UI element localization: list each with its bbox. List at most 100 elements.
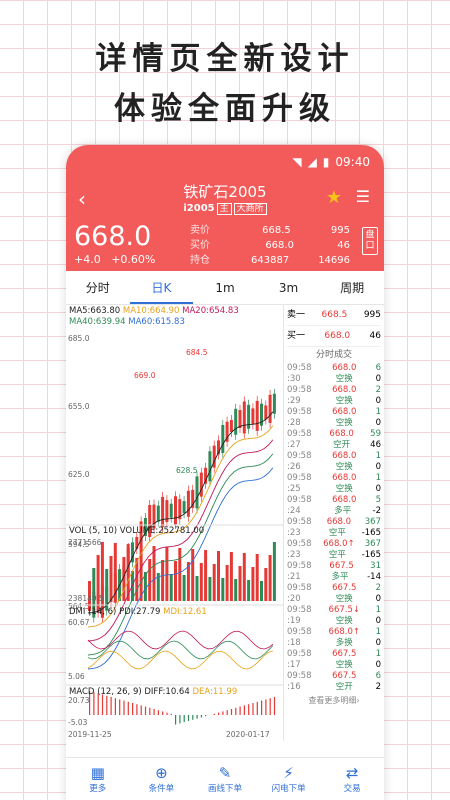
vol-bar [109, 556, 113, 601]
candle [238, 410, 242, 429]
macd-bar [132, 703, 134, 715]
trade-row: 09:58 667.5 2:20 空换 0 [287, 583, 381, 604]
candle [217, 440, 220, 455]
change: +4.0 +0.60% [74, 253, 156, 266]
tab-0[interactable]: 分时 [85, 281, 110, 295]
footer-item-4[interactable]: ⇄ 交易 [320, 758, 384, 800]
vol-bar [268, 555, 272, 601]
axis-label: 5.06 [68, 672, 85, 681]
macd-bar [213, 713, 215, 715]
macd-bar [252, 703, 254, 715]
macd-bar [265, 699, 267, 715]
vol-bar [242, 553, 246, 601]
axis-label: 625.0 [68, 470, 90, 479]
candle [100, 585, 104, 618]
vol-bar [92, 568, 96, 601]
macd-label: MACD (12, 26, 9) DIFF:10.64 DEA:11.99 [69, 687, 238, 697]
trade-row: 09:58 668.0 6:30 空换 0 [287, 363, 381, 384]
vol-bar [122, 557, 126, 601]
candle [251, 408, 255, 425]
vol-bar [272, 542, 276, 601]
macd-bar [127, 701, 129, 715]
macd-bar [123, 700, 125, 715]
back-icon[interactable]: ‹ [78, 187, 86, 211]
trade-row: 09:58 667.5 6:16 空开 2 [287, 671, 381, 692]
candle [264, 405, 268, 420]
bottom-toolbar: ▦ 更多 ⊕ 条件单 ✎ 画线下单 ⚡ 闪电下单 ⇄ 交易 [66, 757, 384, 800]
footer-icon: ▦ [90, 764, 105, 782]
macd-bar [200, 715, 202, 718]
candle [234, 408, 238, 435]
macd-bar [269, 698, 271, 715]
candle [169, 503, 173, 518]
quote-panel: 卖价 668.5 995 买价 668.0 46 持仓 643887 14696 [190, 223, 350, 268]
macd-bar [235, 707, 237, 715]
phone-screen: ◥ ◢ ▮ 09:40 ‹ 铁矿石2005 i2005 主大商所 ★ ☰ 668.0 +… [66, 145, 384, 800]
tab-3[interactable]: 3m [278, 281, 299, 295]
axis-label: 238149.5 [68, 594, 104, 603]
tab-4[interactable]: 周期 [340, 281, 365, 295]
candle [139, 521, 143, 548]
macd-bar [205, 715, 207, 717]
candle [148, 505, 152, 538]
trade-row: 09:58 667.5↓ 1:19 空换 0 [287, 605, 381, 626]
candle [229, 420, 233, 433]
candle [247, 404, 251, 429]
candle [131, 542, 134, 563]
candle [208, 451, 212, 482]
vol-bar [204, 550, 208, 601]
candle [195, 476, 199, 509]
more-link[interactable]: 查看更多明细› [308, 696, 360, 705]
macd-bar [140, 705, 142, 715]
axis-label: 2020-01-17 [226, 730, 270, 739]
macd-bar [248, 704, 250, 715]
candle [255, 400, 259, 431]
macd-bar [261, 700, 263, 715]
macd-bar [157, 710, 159, 715]
vol-bar [255, 554, 259, 601]
tab-2[interactable]: 1m [215, 281, 235, 295]
vol-bar [139, 545, 143, 601]
footer-item-0[interactable]: ▦ 更多 [66, 758, 130, 800]
footer-icon: ⚡ [283, 764, 294, 782]
trade-row: 09:58 668.0 59:27 空开 46 [287, 429, 381, 450]
vol-bar [126, 544, 130, 601]
vol-label: VOL (5, 10) VOLUME:252781.00 [69, 526, 205, 536]
trade-row: 09:58 668.0 1:26 空换 0 [287, 451, 381, 472]
price-label: 628.5 [176, 466, 198, 475]
vol-bar [264, 568, 268, 601]
vol-bar [247, 580, 251, 601]
macd-bar [93, 692, 95, 715]
status-bar: ◥ ◢ ▮ 09:40 [292, 155, 370, 169]
star-icon[interactable]: ★ [325, 187, 342, 208]
menu-icon[interactable]: ☰ [355, 187, 370, 206]
footer-item-1[interactable]: ⊕ 条件单 [130, 758, 194, 800]
macd-bar [101, 694, 104, 715]
macd-bar [170, 713, 172, 715]
dmi-line [87, 640, 274, 660]
macd-bar [183, 715, 185, 723]
candle [182, 501, 186, 514]
footer-item-2[interactable]: ✎ 画线下单 [193, 758, 257, 800]
footer-item-3[interactable]: ⚡ 闪电下单 [257, 758, 321, 800]
tab-1[interactable]: 日K [129, 271, 194, 304]
macd-bar [243, 705, 245, 715]
macd-bar [149, 707, 151, 715]
macd-bar [166, 712, 168, 715]
macd-bar [187, 715, 190, 721]
pankou-button[interactable]: 盘口 [362, 227, 378, 255]
macd-bar [256, 701, 258, 715]
quote-row: 卖价 668.5 995 [190, 225, 350, 236]
quote-row: 持仓 643887 14696 [190, 255, 350, 266]
dmi-line [87, 650, 274, 670]
contract-sub: i2005 主大商所 [66, 201, 384, 215]
battery-icon: ▮ [322, 155, 330, 169]
macd-bar [106, 695, 108, 715]
macd-bar [218, 712, 220, 715]
macd-bar [239, 706, 241, 715]
trade-row: 09:58 667.5 31:21 多平 -14 [287, 561, 381, 582]
trade-row: 09:58 668.0 5:24 多平 -2 [287, 495, 381, 516]
kline-chart[interactable]: 685.0 655.0 625.0 594.5 564.5 684.5 669.0 628.5… [66, 305, 284, 741]
vol-bar [217, 551, 220, 601]
vol-bar [169, 574, 173, 601]
